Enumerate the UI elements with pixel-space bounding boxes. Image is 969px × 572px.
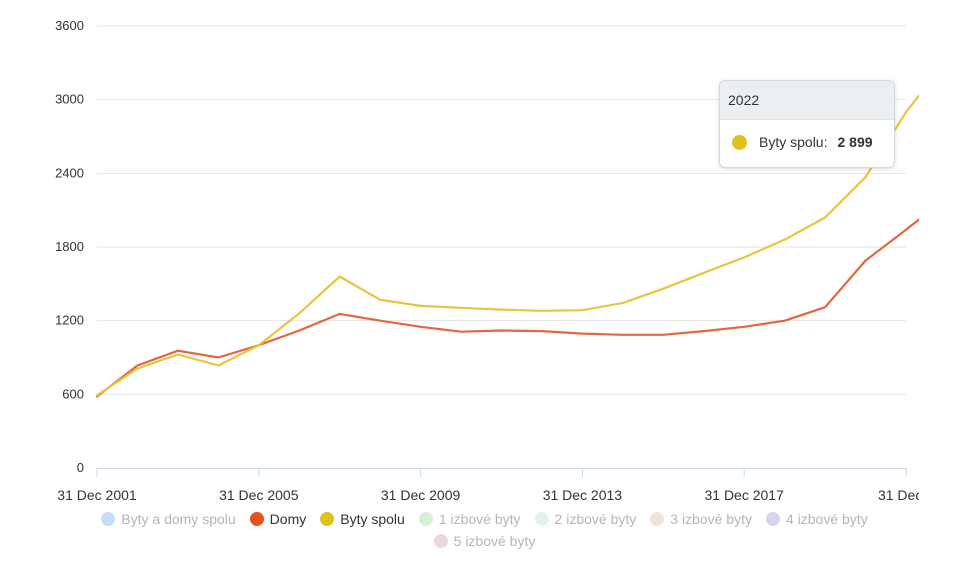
tooltip: 2022 Byty spolu: 2 899: [719, 80, 895, 168]
y-tick-label: 3600: [55, 18, 84, 33]
y-tick-label: 3000: [55, 92, 84, 107]
x-tick-label: 31 Dec 2013: [543, 487, 623, 503]
legend-label: Domy: [269, 511, 307, 527]
y-tick-label: 2400: [55, 165, 84, 180]
y-axis: 0 600 1200 1800 2400 3000 3600: [55, 18, 84, 475]
legend-item-2-izbove-byty[interactable]: 2 izbové byty: [534, 508, 637, 530]
legend-item-3-izbove-byty[interactable]: 3 izbové byty: [650, 508, 752, 530]
legend-marker-icon: [101, 512, 116, 526]
legend-label: 4 izbové byty: [785, 511, 868, 527]
tooltip-series-label: Byty spolu:: [759, 134, 828, 150]
legend-row-2: 5 izbové byty: [0, 530, 969, 552]
legend-marker-icon: [765, 512, 780, 526]
legend-item-byty-a-domy-spolu[interactable]: Byty a domy spolu: [101, 508, 236, 530]
y-tick-label: 0: [77, 460, 84, 475]
legend-label: 5 izbové byty: [453, 533, 536, 549]
legend-marker-icon: [418, 512, 433, 526]
x-axis: 31 Dec 2001 31 Dec 2005 31 Dec 2009 31 Dec …: [57, 468, 934, 503]
series-line-byty-spolu[interactable]: [95, 60, 947, 397]
x-tick-label: 31 Dec 2001: [57, 487, 137, 503]
y-tick-label: 1800: [55, 239, 84, 254]
grid-lines: [97, 25, 906, 395]
legend-label: Byty spolu: [340, 511, 405, 527]
legend-item-5-izbove-byty[interactable]: 5 izbové byty: [433, 530, 536, 552]
legend-label: 3 izbové byty: [670, 511, 752, 527]
x-tick-label: 31 Dec 2005: [219, 487, 299, 503]
legend-label: 2 izbové byty: [554, 511, 637, 527]
legend-label: 1 izbové byty: [438, 511, 521, 527]
x-tick-label: 31 Dec 2017: [704, 487, 784, 503]
legend: Byty a domy spolu Domy Byty spolu 1 izbo…: [0, 508, 969, 552]
series-line-domy[interactable]: [95, 198, 947, 398]
tooltip-header: 2022: [720, 81, 894, 120]
legend-label: Byty a domy spolu: [121, 511, 236, 527]
legend-marker-icon: [433, 534, 448, 548]
legend-item-4-izbove-byty[interactable]: 4 izbové byty: [765, 508, 868, 530]
legend-marker-icon: [534, 512, 549, 526]
x-tick-label: 31 Dec 2009: [381, 487, 461, 503]
legend-item-1-izbove-byty[interactable]: 1 izbové byty: [418, 508, 521, 530]
y-tick-label: 1200: [55, 313, 84, 328]
legend-marker-icon: [320, 512, 335, 526]
legend-marker-icon: [650, 512, 665, 526]
x-tick-label: 31 Dec 2: [878, 487, 934, 503]
tooltip-body: Byty spolu: 2 899: [720, 120, 894, 150]
legend-item-domy[interactable]: Domy: [249, 508, 307, 530]
series-lines: [95, 60, 947, 398]
legend-marker-icon: [249, 512, 264, 526]
legend-item-byty-spolu[interactable]: Byty spolu: [320, 508, 405, 530]
tooltip-marker-icon: [732, 134, 747, 150]
y-tick-label: 600: [62, 386, 84, 401]
legend-row-1: Byty a domy spolu Domy Byty spolu 1 izbo…: [0, 508, 969, 530]
tooltip-value: 2 899: [837, 134, 873, 150]
